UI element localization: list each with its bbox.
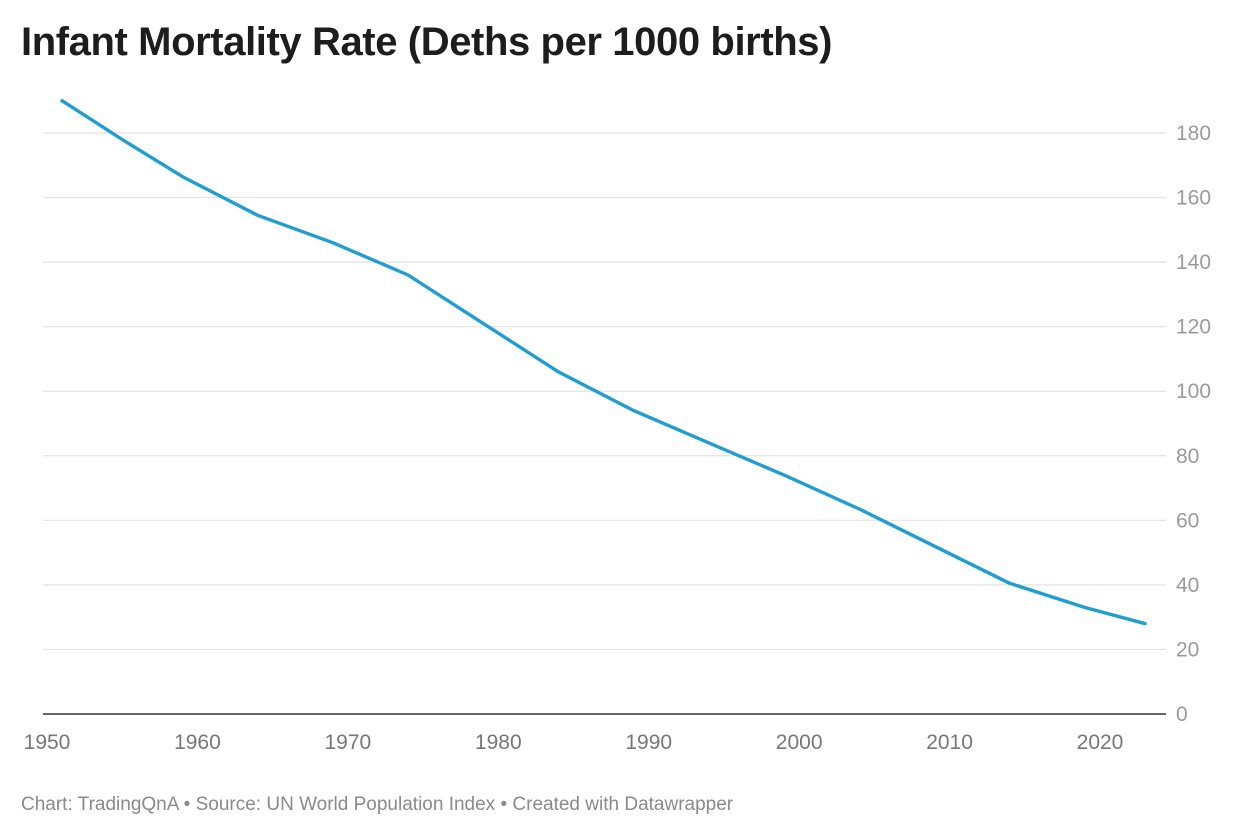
x-axis-ticks: 1950 1960 1970 1980 1990 2000 2010 2020 bbox=[24, 731, 1124, 754]
y-tick-label: 60 bbox=[1176, 509, 1199, 532]
y-tick-label: 180 bbox=[1176, 122, 1211, 145]
source-note: Source: UN World Population Index bbox=[195, 794, 496, 815]
y-tick-label: 0 bbox=[1176, 703, 1188, 726]
x-tick-label: 1970 bbox=[324, 731, 371, 754]
y-tick-label: 100 bbox=[1176, 380, 1211, 403]
line-chart: 0 20 40 60 80 100 120 140 160 180 1950 1960 1970 198… bbox=[24, 98, 1211, 754]
footer-separator: • bbox=[178, 794, 196, 815]
gridlines bbox=[43, 132, 1166, 651]
y-axis-ticks: 0 20 40 60 80 100 120 140 160 180 bbox=[1176, 122, 1211, 726]
y-tick-label: 120 bbox=[1176, 316, 1211, 339]
x-tick-label: 1990 bbox=[625, 731, 672, 754]
chart-footer: Chart: TradingQnA • Source: UN World Pop… bbox=[21, 794, 733, 816]
x-tick-label: 1960 bbox=[174, 731, 221, 754]
y-tick-label: 160 bbox=[1176, 187, 1211, 210]
x-tick-label: 1980 bbox=[475, 731, 522, 754]
y-tick-label: 140 bbox=[1176, 251, 1211, 274]
x-tick-label: 2010 bbox=[926, 731, 973, 754]
x-tick-label: 1950 bbox=[24, 731, 71, 754]
y-tick-label: 20 bbox=[1176, 638, 1199, 661]
created-with-note: Created with Datawrapper bbox=[512, 794, 734, 815]
footer-separator: • bbox=[495, 794, 513, 815]
x-tick-label: 2000 bbox=[776, 731, 823, 754]
series-line bbox=[60, 98, 1147, 626]
chart-credit: Chart: TradingQnA bbox=[21, 794, 179, 815]
chart-title: Infant Mortality Rate (Deths per 1000 bi… bbox=[21, 20, 833, 64]
series-layer bbox=[60, 98, 1147, 626]
y-tick-label: 80 bbox=[1176, 445, 1199, 468]
x-tick-label: 2020 bbox=[1077, 731, 1124, 754]
y-tick-label: 40 bbox=[1176, 574, 1199, 597]
